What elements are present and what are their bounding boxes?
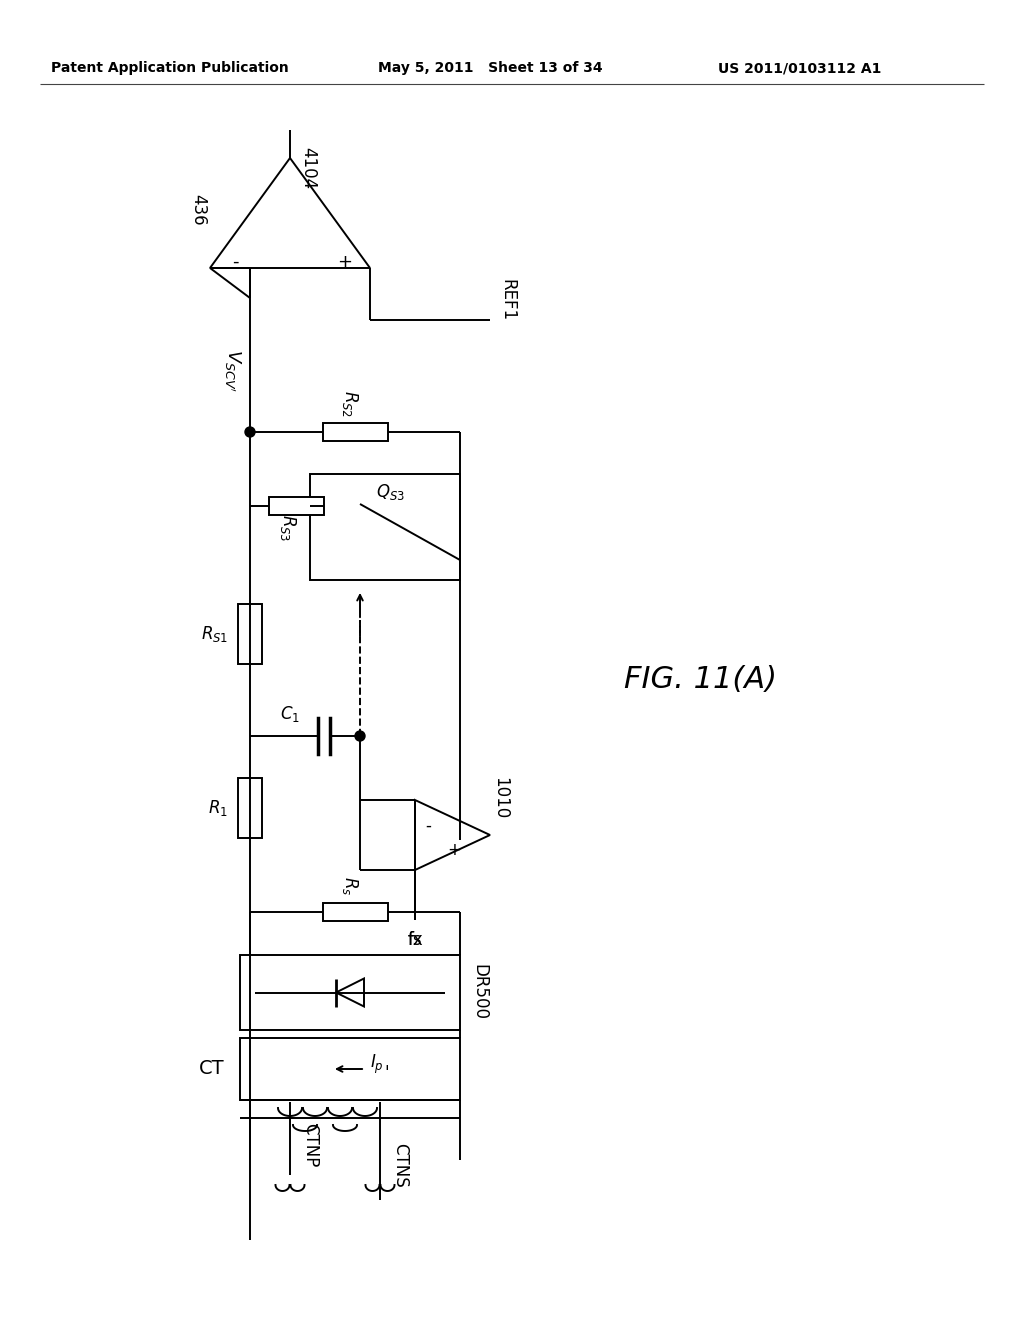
Text: FIG. 11(A): FIG. 11(A) [624, 665, 776, 694]
Text: CTNS: CTNS [391, 1143, 409, 1188]
Text: 1010: 1010 [490, 777, 509, 820]
Text: CT: CT [200, 1060, 225, 1078]
Text: -: - [425, 817, 431, 836]
Text: fx: fx [408, 931, 423, 949]
Text: REF1: REF1 [498, 279, 516, 321]
Text: DR500: DR500 [470, 965, 488, 1020]
Text: 436: 436 [189, 194, 207, 226]
Bar [238, 605, 262, 664]
Text: $R_{S2}$: $R_{S2}$ [340, 391, 360, 417]
Text: +: + [338, 253, 352, 271]
Bar [240, 1038, 460, 1100]
Text: fs: fs [408, 931, 422, 949]
Text: $C_1$: $C_1$ [280, 704, 300, 723]
Text: $V_{SCV'}$: $V_{SCV'}$ [223, 348, 243, 392]
Bar [323, 422, 387, 441]
Text: -: - [231, 253, 239, 271]
Text: $R_1$: $R_1$ [208, 799, 228, 818]
Bar [240, 954, 460, 1030]
Text: +: + [447, 841, 461, 859]
Bar [268, 498, 324, 515]
Text: US 2011/0103112 A1: US 2011/0103112 A1 [718, 61, 882, 75]
Text: $Q_{S3}$: $Q_{S3}$ [376, 482, 404, 502]
Circle shape [245, 426, 255, 437]
Circle shape [355, 731, 365, 741]
Text: May 5, 2011   Sheet 13 of 34: May 5, 2011 Sheet 13 of 34 [378, 61, 602, 75]
Text: $R_{S3}$: $R_{S3}$ [278, 515, 298, 541]
Text: $R_{S1}$: $R_{S1}$ [201, 624, 228, 644]
Text: $R_s$: $R_s$ [340, 876, 360, 896]
Text: $I_p$: $I_p$ [370, 1052, 384, 1076]
Bar [238, 777, 262, 838]
Bar [323, 903, 387, 921]
Text: ': ' [384, 1064, 389, 1082]
Text: CTNP: CTNP [301, 1123, 319, 1167]
Bar [310, 474, 460, 579]
Text: Patent Application Publication: Patent Application Publication [51, 61, 289, 75]
Text: 4104: 4104 [299, 147, 317, 189]
